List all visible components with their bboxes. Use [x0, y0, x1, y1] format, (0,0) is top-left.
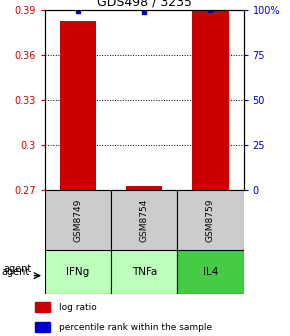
Text: GSM8749: GSM8749: [74, 198, 83, 242]
Title: GDS498 / 3235: GDS498 / 3235: [97, 0, 192, 9]
Text: GSM8754: GSM8754: [140, 198, 149, 242]
Text: percentile rank within the sample: percentile rank within the sample: [59, 323, 212, 332]
Bar: [177, 190, 244, 250]
Text: GSM8759: GSM8759: [206, 198, 215, 242]
Bar: [111, 250, 177, 294]
Text: TNFa: TNFa: [132, 267, 157, 277]
Bar: [60, 20, 96, 190]
Bar: [126, 186, 162, 190]
Bar: [45, 250, 111, 294]
Bar: [35, 302, 50, 312]
Bar: [111, 190, 177, 250]
Bar: [45, 190, 111, 250]
Text: agent: agent: [1, 267, 29, 277]
Text: log ratio: log ratio: [59, 303, 96, 312]
Text: agent: agent: [3, 264, 31, 274]
Bar: [35, 322, 50, 332]
Bar: [192, 10, 229, 190]
Text: IL4: IL4: [203, 267, 218, 277]
Text: IFNg: IFNg: [66, 267, 90, 277]
Bar: [177, 250, 244, 294]
